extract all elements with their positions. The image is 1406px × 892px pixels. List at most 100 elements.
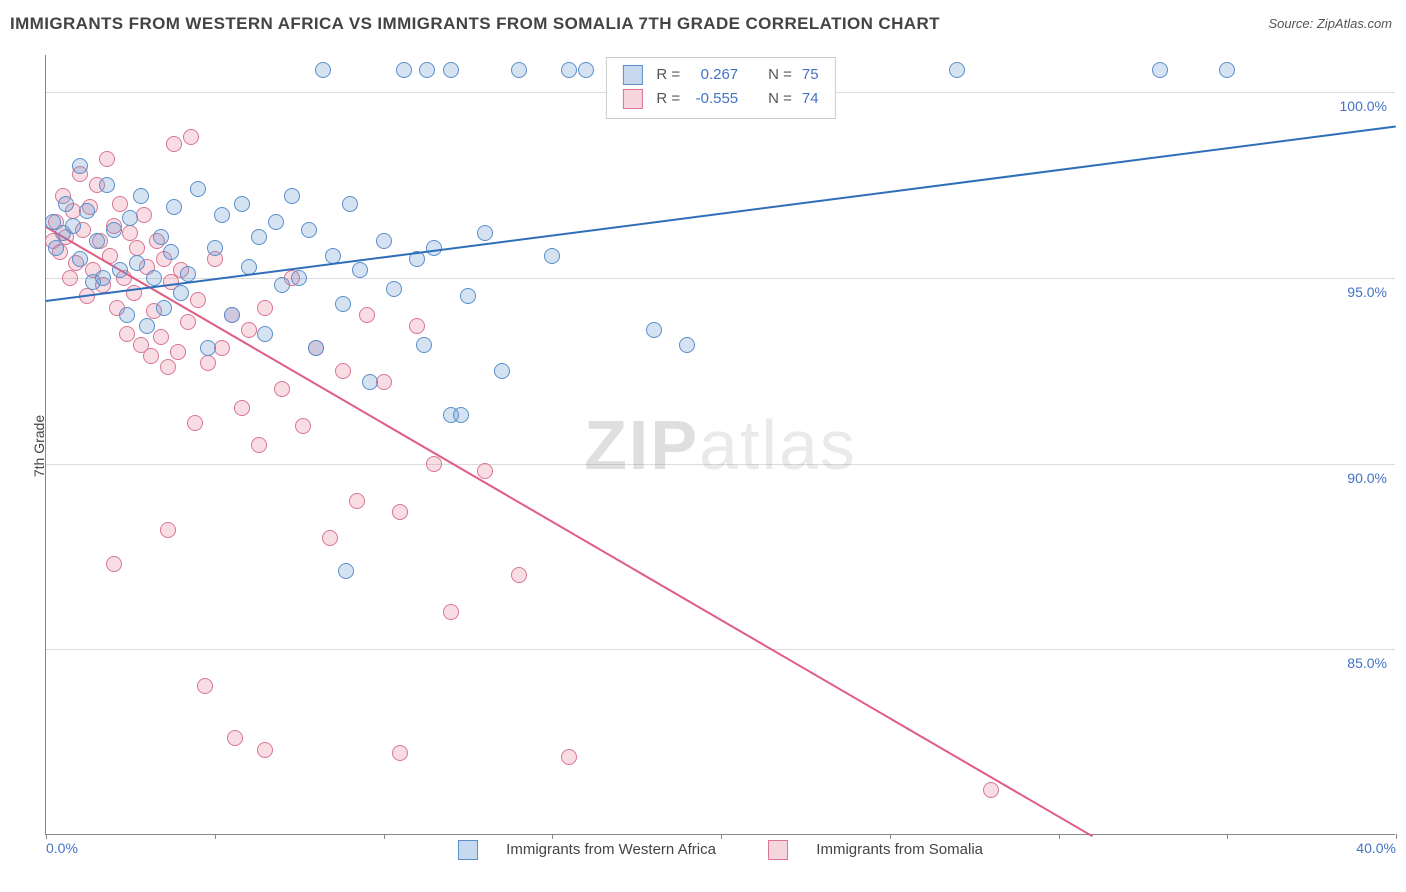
data-point-western-africa: [376, 233, 392, 249]
data-point-western-africa: [362, 374, 378, 390]
data-point-somalia: [392, 745, 408, 761]
gridline: [46, 464, 1395, 465]
data-point-western-africa: [561, 62, 577, 78]
data-point-western-africa: [511, 62, 527, 78]
data-point-western-africa: [257, 326, 273, 342]
data-point-western-africa: [315, 62, 331, 78]
data-point-western-africa: [234, 196, 250, 212]
gridline: [46, 278, 1395, 279]
data-point-western-africa: [224, 307, 240, 323]
data-point-western-africa: [122, 210, 138, 226]
data-point-somalia: [190, 292, 206, 308]
data-point-somalia: [349, 493, 365, 509]
data-point-western-africa: [146, 270, 162, 286]
data-point-somalia: [241, 322, 257, 338]
scatter-plot: ZIPatlas R = 0.267 N = 75 R = -0.555 N =…: [45, 55, 1395, 835]
xtick-mark: [46, 834, 47, 839]
data-point-somalia: [106, 556, 122, 572]
data-point-western-africa: [106, 222, 122, 238]
data-point-western-africa: [180, 266, 196, 282]
data-point-western-africa: [58, 196, 74, 212]
legend-row-western-africa: R = 0.267 N = 75: [618, 64, 822, 86]
data-point-somalia: [392, 504, 408, 520]
data-point-somalia: [257, 742, 273, 758]
data-point-western-africa: [342, 196, 358, 212]
legend-label-western-africa: Immigrants from Western Africa: [506, 841, 716, 858]
data-point-western-africa: [48, 240, 64, 256]
data-point-western-africa: [352, 262, 368, 278]
data-point-western-africa: [119, 307, 135, 323]
data-point-somalia: [359, 307, 375, 323]
data-point-western-africa: [291, 270, 307, 286]
data-point-somalia: [112, 196, 128, 212]
data-point-somalia: [257, 300, 273, 316]
swatch-western-africa: [458, 840, 478, 860]
data-point-somalia: [983, 782, 999, 798]
data-point-western-africa: [190, 181, 206, 197]
xtick-mark: [890, 834, 891, 839]
data-point-western-africa: [308, 340, 324, 356]
data-point-somalia: [322, 530, 338, 546]
data-point-western-africa: [396, 62, 412, 78]
data-point-somalia: [99, 151, 115, 167]
ytick-label: 95.0%: [1347, 284, 1387, 300]
data-point-somalia: [251, 437, 267, 453]
data-point-western-africa: [949, 62, 965, 78]
data-point-somalia: [180, 314, 196, 330]
xtick-label: 40.0%: [1356, 840, 1396, 856]
trendline-western-africa: [46, 126, 1396, 303]
xtick-mark: [1059, 834, 1060, 839]
data-point-western-africa: [386, 281, 402, 297]
data-point-somalia: [166, 136, 182, 152]
correlation-legend: R = 0.267 N = 75 R = -0.555 N = 74: [605, 57, 835, 119]
swatch-somalia: [768, 840, 788, 860]
xtick-mark: [1396, 834, 1397, 839]
data-point-western-africa: [338, 563, 354, 579]
data-point-somalia: [227, 730, 243, 746]
data-point-somalia: [234, 400, 250, 416]
legend-row-somalia: R = -0.555 N = 74: [618, 88, 822, 110]
data-point-somalia: [119, 326, 135, 342]
data-point-western-africa: [200, 340, 216, 356]
data-point-western-africa: [679, 337, 695, 353]
data-point-western-africa: [65, 218, 81, 234]
xtick-label: 0.0%: [46, 840, 78, 856]
data-point-western-africa: [99, 177, 115, 193]
data-point-somalia: [160, 522, 176, 538]
data-point-somalia: [122, 225, 138, 241]
data-point-western-africa: [129, 255, 145, 271]
data-point-somalia: [160, 359, 176, 375]
data-point-western-africa: [173, 285, 189, 301]
swatch-somalia: [622, 89, 642, 109]
data-point-western-africa: [207, 240, 223, 256]
data-point-somalia: [200, 355, 216, 371]
data-point-somalia: [561, 749, 577, 765]
data-point-somalia: [511, 567, 527, 583]
data-point-western-africa: [139, 318, 155, 334]
xtick-mark: [721, 834, 722, 839]
data-point-somalia: [129, 240, 145, 256]
data-point-western-africa: [166, 199, 182, 215]
data-point-western-africa: [578, 62, 594, 78]
data-point-western-africa: [416, 337, 432, 353]
data-point-western-africa: [335, 296, 351, 312]
ytick-label: 85.0%: [1347, 655, 1387, 671]
data-point-somalia: [197, 678, 213, 694]
swatch-western-africa: [622, 65, 642, 85]
data-point-western-africa: [95, 270, 111, 286]
series-legend: Immigrants from Western Africa Immigrant…: [46, 840, 1395, 860]
data-point-western-africa: [284, 188, 300, 204]
data-point-western-africa: [477, 225, 493, 241]
data-point-somalia: [170, 344, 186, 360]
data-point-western-africa: [89, 233, 105, 249]
data-point-western-africa: [646, 322, 662, 338]
gridline: [46, 649, 1395, 650]
data-point-western-africa: [460, 288, 476, 304]
data-point-somalia: [409, 318, 425, 334]
data-point-western-africa: [274, 277, 290, 293]
data-point-western-africa: [301, 222, 317, 238]
data-point-somalia: [335, 363, 351, 379]
data-point-western-africa: [251, 229, 267, 245]
watermark: ZIPatlas: [584, 405, 857, 485]
data-point-somalia: [62, 270, 78, 286]
